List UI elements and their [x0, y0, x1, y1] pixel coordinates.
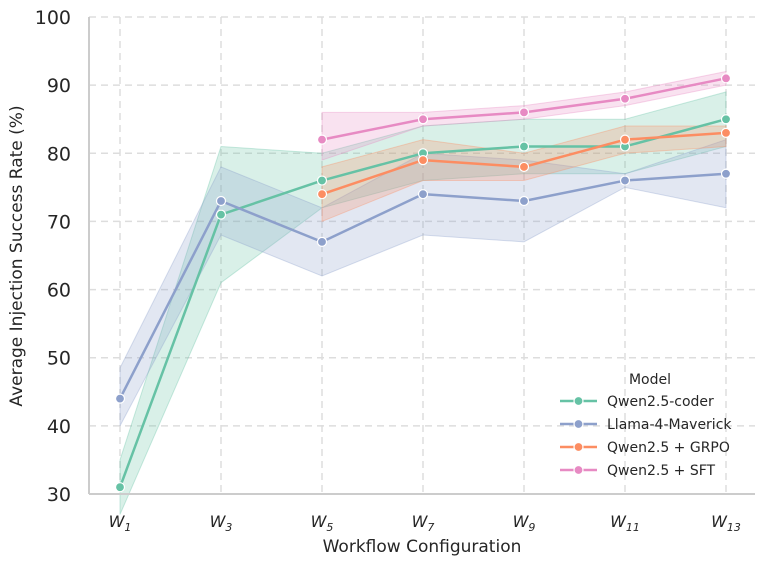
legend-item-qwen2-5-coder: Qwen2.5-coder	[560, 394, 714, 410]
point-qwen2-5-sft-W7	[417, 114, 429, 125]
point-llama-4-maverick-W11	[619, 175, 631, 186]
legend-title: Model	[629, 372, 671, 388]
y-tick-label-50: 50	[47, 348, 71, 370]
legend-label: Qwen2.5 + SFT	[607, 463, 716, 479]
point-qwen2-5-coder-W3	[215, 209, 227, 220]
series-points	[114, 73, 732, 493]
x-tick-label-W5: W5	[311, 512, 334, 534]
y-tick-label-90: 90	[47, 75, 71, 97]
x-tick-labels: W1 W3 W5 W7 W9 W11 W13	[109, 512, 741, 534]
point-llama-4-maverick-W13	[720, 168, 732, 179]
y-tick-label-40: 40	[47, 416, 71, 438]
legend-swatch-marker	[573, 395, 584, 407]
point-qwen2-5-coder-W1	[114, 482, 126, 493]
legend-item-qwen2-5-grpo: Qwen2.5 + GRPO	[560, 440, 730, 456]
x-tick-label-W7: W7	[412, 512, 435, 534]
point-qwen2-5-sft-W11	[619, 93, 631, 104]
point-qwen2-5-coder-W13	[720, 114, 732, 125]
y-tick-labels: 30 40 50 60 70 80 90 100	[35, 7, 71, 506]
point-qwen2-5-coder-W5	[316, 175, 328, 186]
point-llama-4-maverick-W7	[417, 189, 429, 200]
y-tick-label-100: 100	[35, 7, 71, 29]
point-llama-4-maverick-W3	[215, 195, 227, 207]
y-tick-label-80: 80	[47, 143, 71, 165]
point-qwen2-5-coder-W9	[518, 141, 530, 152]
legend-item-llama-4-maverick: Llama-4-Maverick	[560, 417, 732, 433]
x-tick-label-W9: W9	[513, 512, 536, 534]
point-qwen2-5-grpo-W13	[720, 127, 732, 138]
point-qwen2-5-sft-W9	[518, 107, 530, 118]
y-axis-title: Average Injection Success Rate (%)	[7, 105, 27, 406]
legend-swatch-marker	[573, 441, 584, 453]
point-qwen2-5-sft-W13	[720, 73, 732, 84]
x-tick-label-W13: W13	[711, 512, 741, 534]
axes	[88, 17, 755, 495]
legend-swatch-marker	[573, 418, 584, 430]
legend: Model Qwen2.5-coderLlama-4-MaverickQwen2…	[560, 372, 732, 479]
point-qwen2-5-grpo-W11	[619, 134, 631, 145]
x-tick-label-W11: W11	[610, 512, 640, 534]
point-llama-4-maverick-W1	[114, 393, 126, 404]
y-tick-label-30: 30	[47, 484, 71, 506]
point-qwen2-5-grpo-W5	[316, 189, 328, 200]
band-llama-4-maverick	[119, 138, 727, 427]
point-qwen2-5-grpo-W7	[417, 155, 429, 166]
x-tick-label-W1: W1	[109, 512, 132, 534]
y-tick-label-70: 70	[47, 211, 71, 233]
point-llama-4-maverick-W5	[316, 236, 328, 247]
legend-label: Qwen2.5-coder	[607, 394, 714, 410]
point-llama-4-maverick-W9	[518, 195, 530, 207]
point-qwen2-5-grpo-W9	[518, 161, 530, 173]
legend-label: Llama-4-Maverick	[607, 417, 732, 433]
x-axis-title: Workflow Configuration	[323, 537, 522, 557]
legend-label: Qwen2.5 + GRPO	[607, 440, 730, 456]
legend-item-qwen2-5-sft: Qwen2.5 + SFT	[560, 463, 716, 479]
point-qwen2-5-sft-W5	[316, 134, 328, 145]
grid-lines	[89, 16, 755, 495]
x-tick-label-W3: W3	[210, 512, 233, 534]
legend-items: Qwen2.5-coder Llama-4-Maverick Qwen2.5 + G…	[560, 394, 732, 479]
legend-swatch-marker	[573, 464, 584, 476]
y-tick-label-60: 60	[47, 280, 71, 302]
